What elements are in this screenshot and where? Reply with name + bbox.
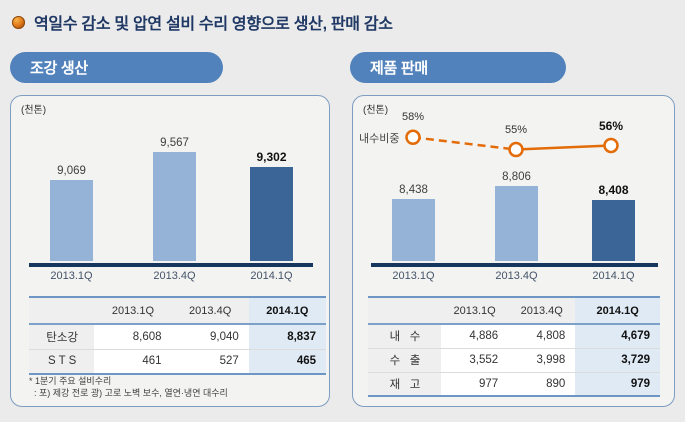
- bar-value-label: 9,069: [57, 165, 86, 177]
- cell: 4,808: [508, 324, 576, 349]
- cell: 4,886: [441, 324, 509, 349]
- table-row: 수 출 3,552 3,998 3,729: [368, 348, 660, 373]
- cell: 461: [94, 349, 172, 374]
- bar-value-label: 8,408: [598, 183, 629, 197]
- unit-label: (천톤): [21, 105, 47, 116]
- col-header-highlight: 2014.1Q: [248, 297, 326, 325]
- unit-label: (천톤): [363, 105, 389, 116]
- bullet-icon: [12, 15, 25, 29]
- table-row: S T S 461 527 465: [29, 349, 326, 374]
- pct-label: 58%: [401, 111, 425, 124]
- bar-value-label: 8,438: [399, 184, 428, 196]
- col-header: 2013.1Q: [441, 297, 509, 325]
- bar-value-label: 9,302: [256, 150, 287, 164]
- x-tick-label: 2014.1Q: [592, 270, 635, 282]
- col-header-highlight: 2014.1Q: [575, 297, 660, 325]
- col-header-empty: [29, 297, 95, 325]
- bar-2014-1q: [592, 200, 635, 261]
- marker-circle: [508, 141, 524, 158]
- cell-highlight: 465: [248, 349, 326, 374]
- cell: 9,040: [171, 324, 249, 350]
- col-header-empty: [368, 297, 441, 325]
- footnote-line1: * 1분기 주요 설비수리: [29, 376, 112, 386]
- production-table-wrap: 2013.1Q 2013.4Q 2014.1Q 탄소강 8,608 9,040 …: [29, 296, 326, 375]
- table-row: 재 고 977 890 979: [368, 372, 660, 396]
- table-header-row: 2013.1Q 2013.4Q 2014.1Q: [29, 297, 326, 325]
- bar-2014-1q: [250, 167, 293, 261]
- col-header: 2013.4Q: [508, 297, 576, 325]
- sales-table-wrap: 2013.1Q 2013.4Q 2014.1Q 내 수 4,886 4,808 …: [368, 296, 660, 397]
- series-label: 내수비중: [359, 133, 400, 146]
- cell-highlight: 3,729: [575, 348, 660, 373]
- sales-panel: (천톤) 내수비중 58% 55% 56% 8,438 8,806 8,408 …: [352, 95, 675, 407]
- row-label: S T S: [29, 349, 95, 374]
- marker-circle: [603, 137, 619, 154]
- section-header-sales: 제품 판매: [350, 52, 566, 83]
- bar-value-label: 8,806: [502, 171, 531, 183]
- table-row: 내 수 4,886 4,808 4,679: [368, 324, 660, 349]
- bar-2013-1q: [392, 199, 435, 261]
- table-row: 탄소강 8,608 9,040 8,837: [29, 324, 326, 350]
- col-header: 2013.4Q: [171, 297, 249, 325]
- bar-2013-4q: [495, 186, 538, 261]
- row-label: 내 수: [368, 324, 441, 349]
- cell-highlight: 4,679: [575, 324, 660, 349]
- cell: 527: [171, 349, 249, 374]
- row-label: 재 고: [368, 372, 441, 396]
- production-table: 2013.1Q 2013.4Q 2014.1Q 탄소강 8,608 9,040 …: [29, 296, 326, 375]
- row-label: 수 출: [368, 348, 441, 373]
- col-header: 2013.1Q: [94, 297, 172, 325]
- x-tick-label: 2013.4Q: [153, 270, 196, 282]
- x-tick-label: 2013.1Q: [392, 270, 435, 282]
- pct-label: 56%: [598, 119, 624, 134]
- table-header-row: 2013.1Q 2013.4Q 2014.1Q: [368, 297, 660, 325]
- pct-label: 55%: [504, 123, 528, 136]
- bar-2013-4q: [153, 152, 196, 261]
- x-tick-label: 2013.1Q: [50, 270, 93, 282]
- cell: 3,552: [441, 348, 509, 373]
- x-tick-label: 2013.4Q: [495, 270, 538, 282]
- slide-title: 역일수 감소 및 압연 설비 수리 영향으로 생산, 판매 감소: [34, 16, 393, 33]
- bar-value-label: 9,567: [160, 137, 189, 149]
- cell: 890: [508, 372, 576, 396]
- marker-circle: [405, 129, 421, 146]
- sales-table: 2013.1Q 2013.4Q 2014.1Q 내 수 4,886 4,808 …: [368, 296, 660, 397]
- row-label: 탄소강: [29, 324, 95, 350]
- bar-2013-1q: [50, 180, 93, 261]
- section-header-production: 조강 생산: [10, 52, 223, 83]
- cell: 977: [441, 372, 509, 396]
- x-axis-line: [29, 263, 313, 267]
- line-segment-dashed: [412, 136, 517, 151]
- x-tick-label: 2014.1Q: [250, 270, 293, 282]
- title-row: 역일수 감소 및 압연 설비 수리 영향으로 생산, 판매 감소: [12, 9, 393, 35]
- cell: 3,998: [508, 348, 576, 373]
- line-segment-solid: [515, 144, 612, 151]
- x-axis-line: [371, 263, 658, 267]
- cell-highlight: 8,837: [248, 324, 326, 350]
- footnote-line2: : 포) 제강 전로 광) 고로 노벽 보수, 열연·냉연 대수리: [29, 388, 228, 398]
- cell-highlight: 979: [575, 372, 660, 396]
- production-panel: (천톤) 9,069 9,567 9,302 2013.1Q 2013.4Q 2…: [10, 95, 330, 407]
- cell: 8,608: [94, 324, 172, 350]
